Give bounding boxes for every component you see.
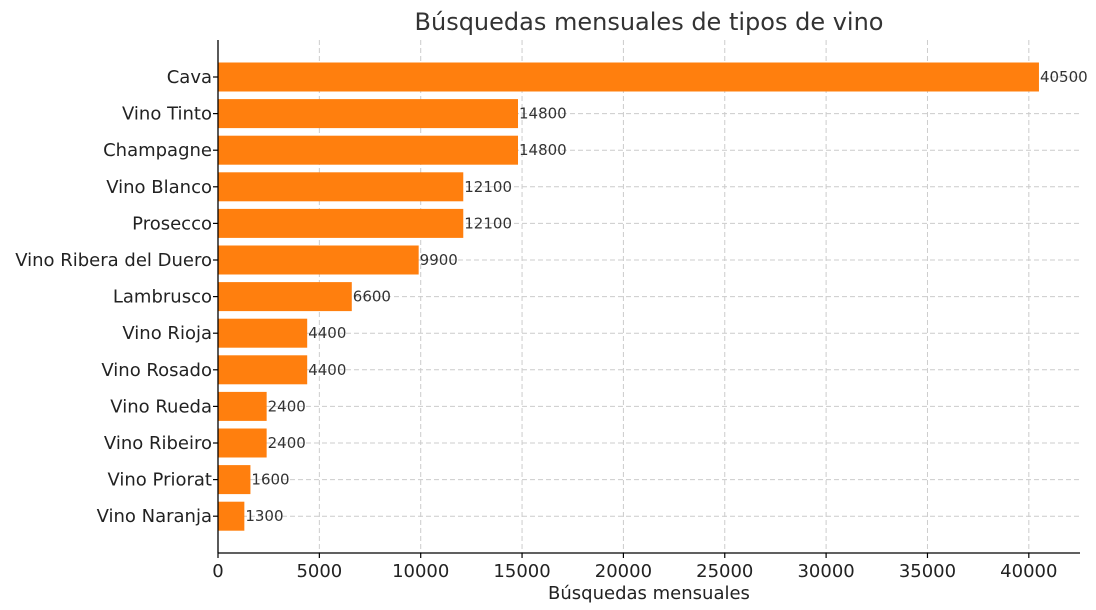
value-label: 4400 (308, 324, 346, 342)
chart-title: Búsquedas mensuales de tipos de vino (415, 8, 884, 36)
value-label: 2400 (268, 397, 306, 415)
value-label: 40500 (1040, 68, 1088, 86)
x-tick-label: 10000 (392, 561, 449, 582)
category-label: Vino Naranja (97, 506, 212, 527)
value-label: 1300 (245, 507, 283, 525)
category-label: Vino Rosado (101, 360, 212, 381)
x-ticks: 0 5000 10000 15000 20000 25000 30000 35000 40000 (212, 76, 1057, 582)
bar (218, 208, 464, 238)
bar (218, 355, 308, 385)
bar (218, 245, 419, 275)
bar (218, 282, 352, 312)
category-label: Vino Blanco (106, 177, 212, 198)
x-tick-label: 0 (212, 561, 223, 582)
value-label: 4400 (308, 361, 346, 379)
x-tick-label: 20000 (595, 561, 652, 582)
value-label: 14800 (519, 141, 567, 159)
x-tick-label: 40000 (1000, 561, 1057, 582)
x-tick-label: 15000 (493, 561, 550, 582)
value-label: 12100 (464, 214, 512, 232)
category-label: Vino Rioja (122, 323, 212, 344)
value-labels: 40500 14800 14800 12100 12100 9900 6600 4400 440… (245, 68, 1087, 525)
category-label: Cava (167, 67, 212, 88)
category-labels: Cava Vino Tinto Champagne Vino Blanco Prosec… (15, 67, 212, 527)
value-label: 9900 (420, 251, 458, 269)
bar (218, 135, 519, 165)
value-label: 6600 (353, 288, 391, 306)
x-tick-label: 30000 (797, 561, 854, 582)
category-label: Lambrusco (113, 287, 212, 308)
value-label: 2400 (268, 434, 306, 452)
category-label: Vino Rueda (110, 396, 212, 417)
bar (218, 99, 519, 129)
x-tick-label: 5000 (296, 561, 342, 582)
bar (218, 428, 267, 458)
bars (218, 62, 1039, 531)
value-label: 1600 (251, 471, 289, 489)
bar (218, 62, 1039, 92)
category-label: Prosecco (132, 213, 212, 234)
category-label: Vino Ribeiro (104, 433, 212, 454)
category-label: Vino Priorat (107, 470, 212, 491)
x-tick-label: 35000 (899, 561, 956, 582)
bar (218, 391, 267, 421)
x-tick-label: 25000 (696, 561, 753, 582)
category-label: Champagne (103, 140, 212, 161)
bar (218, 501, 245, 531)
category-label: Vino Ribera del Duero (15, 250, 212, 271)
value-label: 14800 (519, 105, 567, 123)
x-axis-title: Búsquedas mensuales (548, 583, 750, 604)
category-label: Vino Tinto (122, 104, 212, 125)
bar (218, 465, 251, 495)
bar (218, 172, 464, 202)
value-label: 12100 (464, 178, 512, 196)
bar (218, 318, 308, 348)
